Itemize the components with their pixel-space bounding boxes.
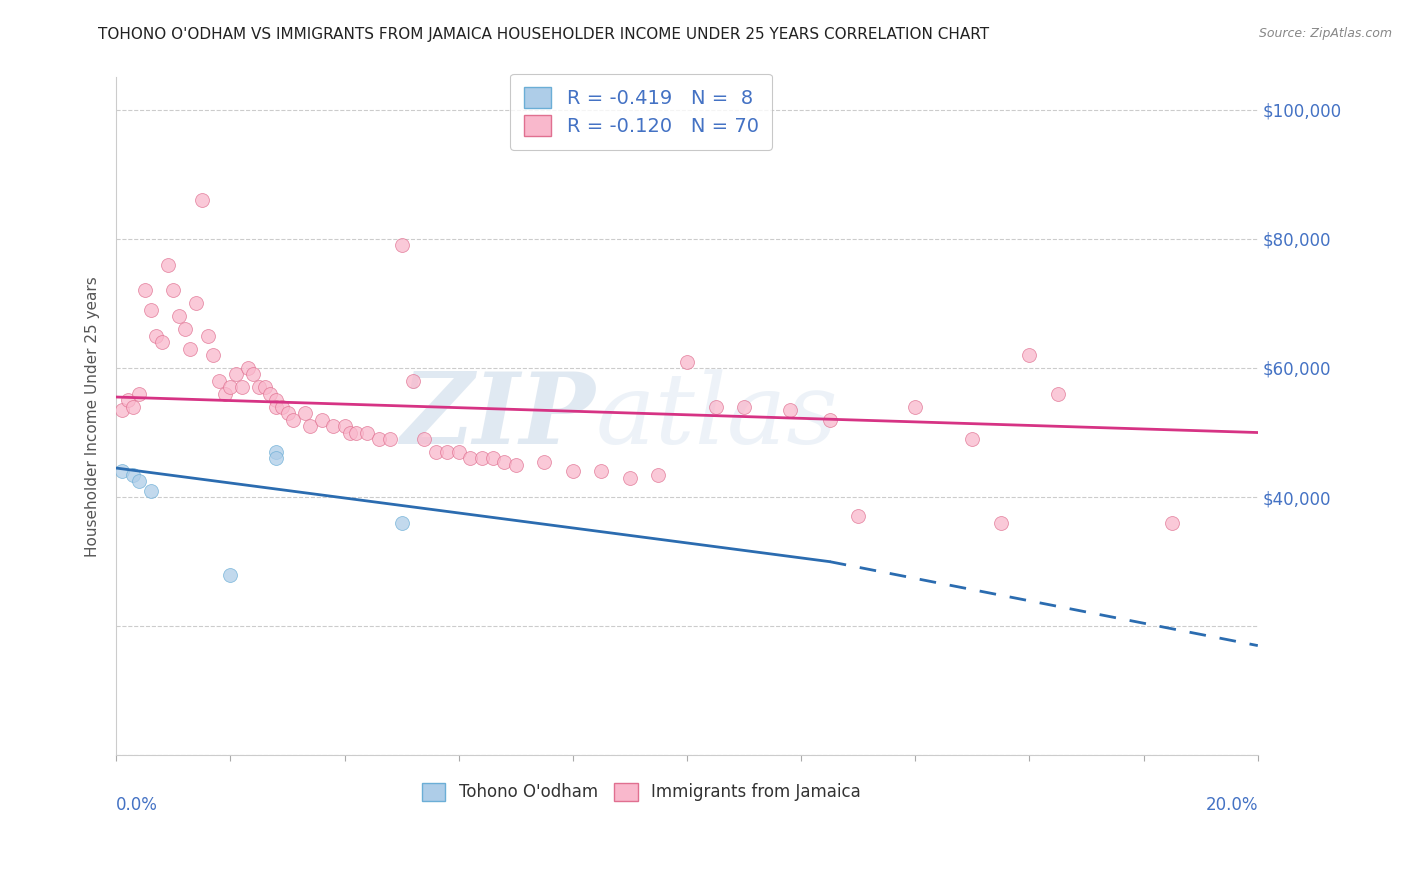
Point bbox=[264, 445, 287, 459]
Point bbox=[322, 419, 344, 434]
Point bbox=[818, 412, 841, 426]
Point bbox=[1161, 516, 1184, 530]
Point bbox=[402, 374, 425, 388]
Point bbox=[904, 400, 927, 414]
Point bbox=[122, 467, 145, 482]
Point bbox=[276, 406, 298, 420]
Point bbox=[264, 393, 287, 408]
Point bbox=[219, 567, 242, 582]
Point bbox=[202, 348, 225, 362]
Point bbox=[733, 400, 755, 414]
Point bbox=[253, 380, 276, 394]
Point bbox=[447, 445, 470, 459]
Point bbox=[533, 454, 555, 468]
Point bbox=[647, 467, 669, 482]
Point bbox=[167, 310, 190, 324]
Point bbox=[156, 258, 179, 272]
Point bbox=[173, 322, 195, 336]
Point bbox=[1047, 386, 1070, 401]
Point bbox=[1018, 348, 1040, 362]
Point bbox=[191, 193, 214, 207]
Point bbox=[242, 368, 264, 382]
Point bbox=[619, 471, 641, 485]
Point bbox=[391, 516, 413, 530]
Point bbox=[214, 386, 236, 401]
Point bbox=[311, 412, 333, 426]
Point bbox=[482, 451, 505, 466]
Point bbox=[134, 284, 156, 298]
Point bbox=[145, 328, 167, 343]
Point bbox=[270, 400, 292, 414]
Point bbox=[128, 474, 150, 488]
Point bbox=[704, 400, 727, 414]
Point bbox=[779, 403, 801, 417]
Legend: Tohono O'odham, Immigrants from Jamaica: Tohono O'odham, Immigrants from Jamaica bbox=[415, 776, 868, 808]
Point bbox=[458, 451, 481, 466]
Text: 0.0%: 0.0% bbox=[117, 796, 157, 814]
Point bbox=[139, 302, 162, 317]
Point bbox=[219, 380, 242, 394]
Point bbox=[111, 464, 134, 478]
Point bbox=[208, 374, 231, 388]
Point bbox=[117, 393, 139, 408]
Point bbox=[591, 464, 613, 478]
Point bbox=[505, 458, 527, 472]
Point bbox=[236, 361, 259, 376]
Point bbox=[846, 509, 869, 524]
Point bbox=[425, 445, 447, 459]
Point bbox=[264, 451, 287, 466]
Point bbox=[471, 451, 494, 466]
Point bbox=[333, 419, 356, 434]
Point bbox=[128, 386, 150, 401]
Point bbox=[339, 425, 361, 440]
Point bbox=[990, 516, 1012, 530]
Text: atlas: atlas bbox=[596, 368, 838, 464]
Point bbox=[225, 368, 247, 382]
Point bbox=[139, 483, 162, 498]
Point bbox=[264, 400, 287, 414]
Point bbox=[436, 445, 458, 459]
Point bbox=[179, 342, 201, 356]
Point bbox=[391, 238, 413, 252]
Point bbox=[962, 432, 984, 446]
Point bbox=[413, 432, 436, 446]
Point bbox=[367, 432, 389, 446]
Point bbox=[150, 335, 173, 350]
Y-axis label: Householder Income Under 25 years: Householder Income Under 25 years bbox=[86, 276, 100, 557]
Point bbox=[197, 328, 219, 343]
Point bbox=[561, 464, 583, 478]
Text: TOHONO O'ODHAM VS IMMIGRANTS FROM JAMAICA HOUSEHOLDER INCOME UNDER 25 YEARS CORR: TOHONO O'ODHAM VS IMMIGRANTS FROM JAMAIC… bbox=[98, 27, 990, 42]
Point bbox=[247, 380, 270, 394]
Point bbox=[186, 296, 208, 310]
Point bbox=[122, 400, 145, 414]
Point bbox=[356, 425, 378, 440]
Point bbox=[380, 432, 402, 446]
Text: Source: ZipAtlas.com: Source: ZipAtlas.com bbox=[1258, 27, 1392, 40]
Point bbox=[294, 406, 316, 420]
Point bbox=[111, 403, 134, 417]
Text: 20.0%: 20.0% bbox=[1205, 796, 1258, 814]
Point bbox=[162, 284, 184, 298]
Point bbox=[676, 354, 699, 368]
Point bbox=[231, 380, 253, 394]
Point bbox=[299, 419, 322, 434]
Point bbox=[259, 386, 281, 401]
Point bbox=[344, 425, 367, 440]
Point bbox=[494, 454, 516, 468]
Point bbox=[283, 412, 305, 426]
Text: ZIP: ZIP bbox=[401, 368, 596, 465]
